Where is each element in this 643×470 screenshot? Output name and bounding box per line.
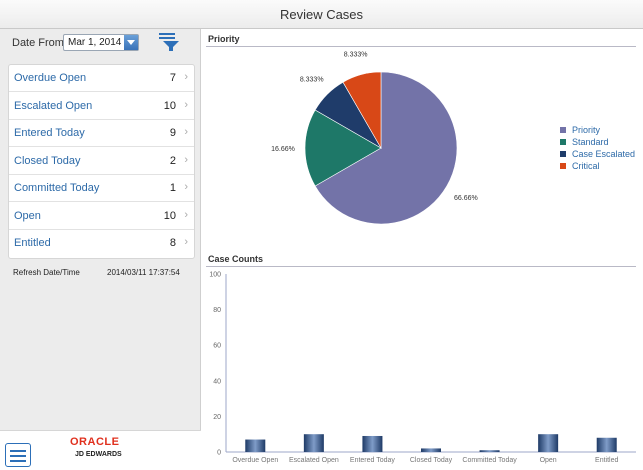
refresh-value: 2014/03/11 17:37:54 (107, 268, 180, 277)
chevron-right-icon: › (184, 126, 188, 138)
legend-item: Critical (560, 160, 635, 172)
case-list: Overdue Open 7 › Escalated Open 10 › Ent… (8, 64, 195, 259)
y-tick-label: 40 (213, 378, 221, 385)
legend-label: Priority (572, 125, 601, 135)
bar-escalated-open[interactable] (303, 434, 324, 452)
case-row-committed-today[interactable]: Committed Today 1 › (9, 175, 194, 202)
bar-committed-today[interactable] (479, 450, 500, 452)
y-tick-label: 0 (217, 450, 221, 457)
bar-entitled[interactable] (596, 437, 617, 452)
priority-divider (206, 46, 636, 47)
filter-icon[interactable] (158, 32, 180, 52)
x-tick-label: Overdue Open (232, 457, 278, 464)
x-tick-label: Entitled (595, 457, 618, 464)
x-tick-label: Committed Today (462, 457, 517, 464)
case-counts-divider (206, 266, 636, 267)
legend-swatch (560, 127, 566, 133)
dropdown-arrow-icon[interactable] (124, 35, 138, 50)
priority-chart-title: Priority (208, 34, 240, 44)
oracle-logo: ORACLE (70, 436, 120, 448)
priority-pie-chart: 66.66% 16.66% 8.333% 8.333% (271, 51, 478, 225)
bar-overdue-open[interactable] (245, 439, 266, 452)
bar-closed-today[interactable] (421, 448, 441, 452)
pie-value-label: 8.333% (300, 77, 324, 84)
legend-item: Standard (560, 136, 635, 148)
date-from-select[interactable]: Mar 1, 2014 (63, 34, 139, 51)
bar-open[interactable] (538, 434, 559, 452)
legend-swatch (560, 139, 566, 145)
y-tick-label: 60 (213, 343, 221, 350)
case-label: Open (14, 210, 41, 222)
pie-slice-priority[interactable] (314, 71, 458, 225)
bar-entered-today[interactable] (362, 435, 383, 452)
case-row-closed-today[interactable]: Closed Today 2 › (9, 148, 194, 175)
legend-label: Standard (572, 137, 609, 147)
case-row-entitled[interactable]: Entitled 8 › (9, 230, 194, 257)
case-row-entered-today[interactable]: Entered Today 9 › (9, 120, 194, 147)
priority-legend: Priority Standard Case Escalated Critica… (560, 124, 635, 172)
chevron-right-icon: › (184, 209, 188, 221)
pie-value-label: 66.66% (454, 195, 478, 202)
x-tick-label: Open (540, 457, 557, 464)
chevron-right-icon: › (184, 71, 188, 83)
date-from-label: Date From (12, 37, 64, 49)
legend-item: Case Escalated (560, 148, 635, 160)
x-tick-label: Escalated Open (289, 457, 339, 464)
legend-label: Critical (572, 161, 600, 171)
chevron-right-icon: › (184, 181, 188, 193)
case-label: Closed Today (14, 155, 81, 167)
case-count: 2 (169, 155, 176, 167)
case-label: Entered Today (14, 127, 85, 139)
legend-swatch (560, 163, 566, 169)
hamburger-menu-button[interactable] (5, 443, 31, 467)
case-count: 8 (169, 237, 176, 249)
case-row-escalated-open[interactable]: Escalated Open 10 › (9, 93, 194, 120)
y-tick-label: 20 (213, 414, 221, 421)
chevron-right-icon: › (184, 154, 188, 166)
refresh-label: Refresh Date/Time (13, 268, 80, 277)
chevron-right-icon: › (184, 236, 188, 248)
x-tick-label: Closed Today (410, 457, 453, 464)
y-tick-label: 80 (213, 307, 221, 314)
case-row-overdue-open[interactable]: Overdue Open 7 › (9, 65, 194, 92)
case-count: 7 (169, 72, 176, 84)
chevron-right-icon: › (184, 99, 188, 111)
case-count: 10 (163, 100, 176, 112)
case-label: Overdue Open (14, 72, 87, 84)
case-label: Entitled (14, 237, 51, 249)
case-counts-chart-title: Case Counts (208, 254, 264, 264)
left-footer: ORACLE JD EDWARDS (0, 430, 201, 470)
case-label: Escalated Open (14, 100, 93, 112)
case-label: Committed Today (14, 182, 100, 194)
x-tick-label: Entered Today (350, 457, 396, 464)
pie-value-label: 8.333% (344, 51, 368, 58)
pie-value-label: 16.66% (271, 146, 295, 153)
case-count: 1 (169, 182, 176, 194)
case-count: 9 (169, 127, 176, 139)
legend-label: Case Escalated (572, 149, 636, 159)
window-title: Review Cases (0, 0, 643, 29)
legend-swatch (560, 151, 566, 157)
pie-slice-standard[interactable] (304, 109, 382, 187)
jd-edwards-logo: JD EDWARDS (75, 451, 122, 458)
pie-slice-critical[interactable] (342, 71, 382, 150)
case-count: 10 (163, 210, 176, 222)
case-row-open[interactable]: Open 10 › (9, 203, 194, 230)
legend-item: Priority (560, 124, 635, 136)
y-tick-label: 100 (209, 272, 221, 279)
date-from-value: Mar 1, 2014 (68, 37, 122, 48)
